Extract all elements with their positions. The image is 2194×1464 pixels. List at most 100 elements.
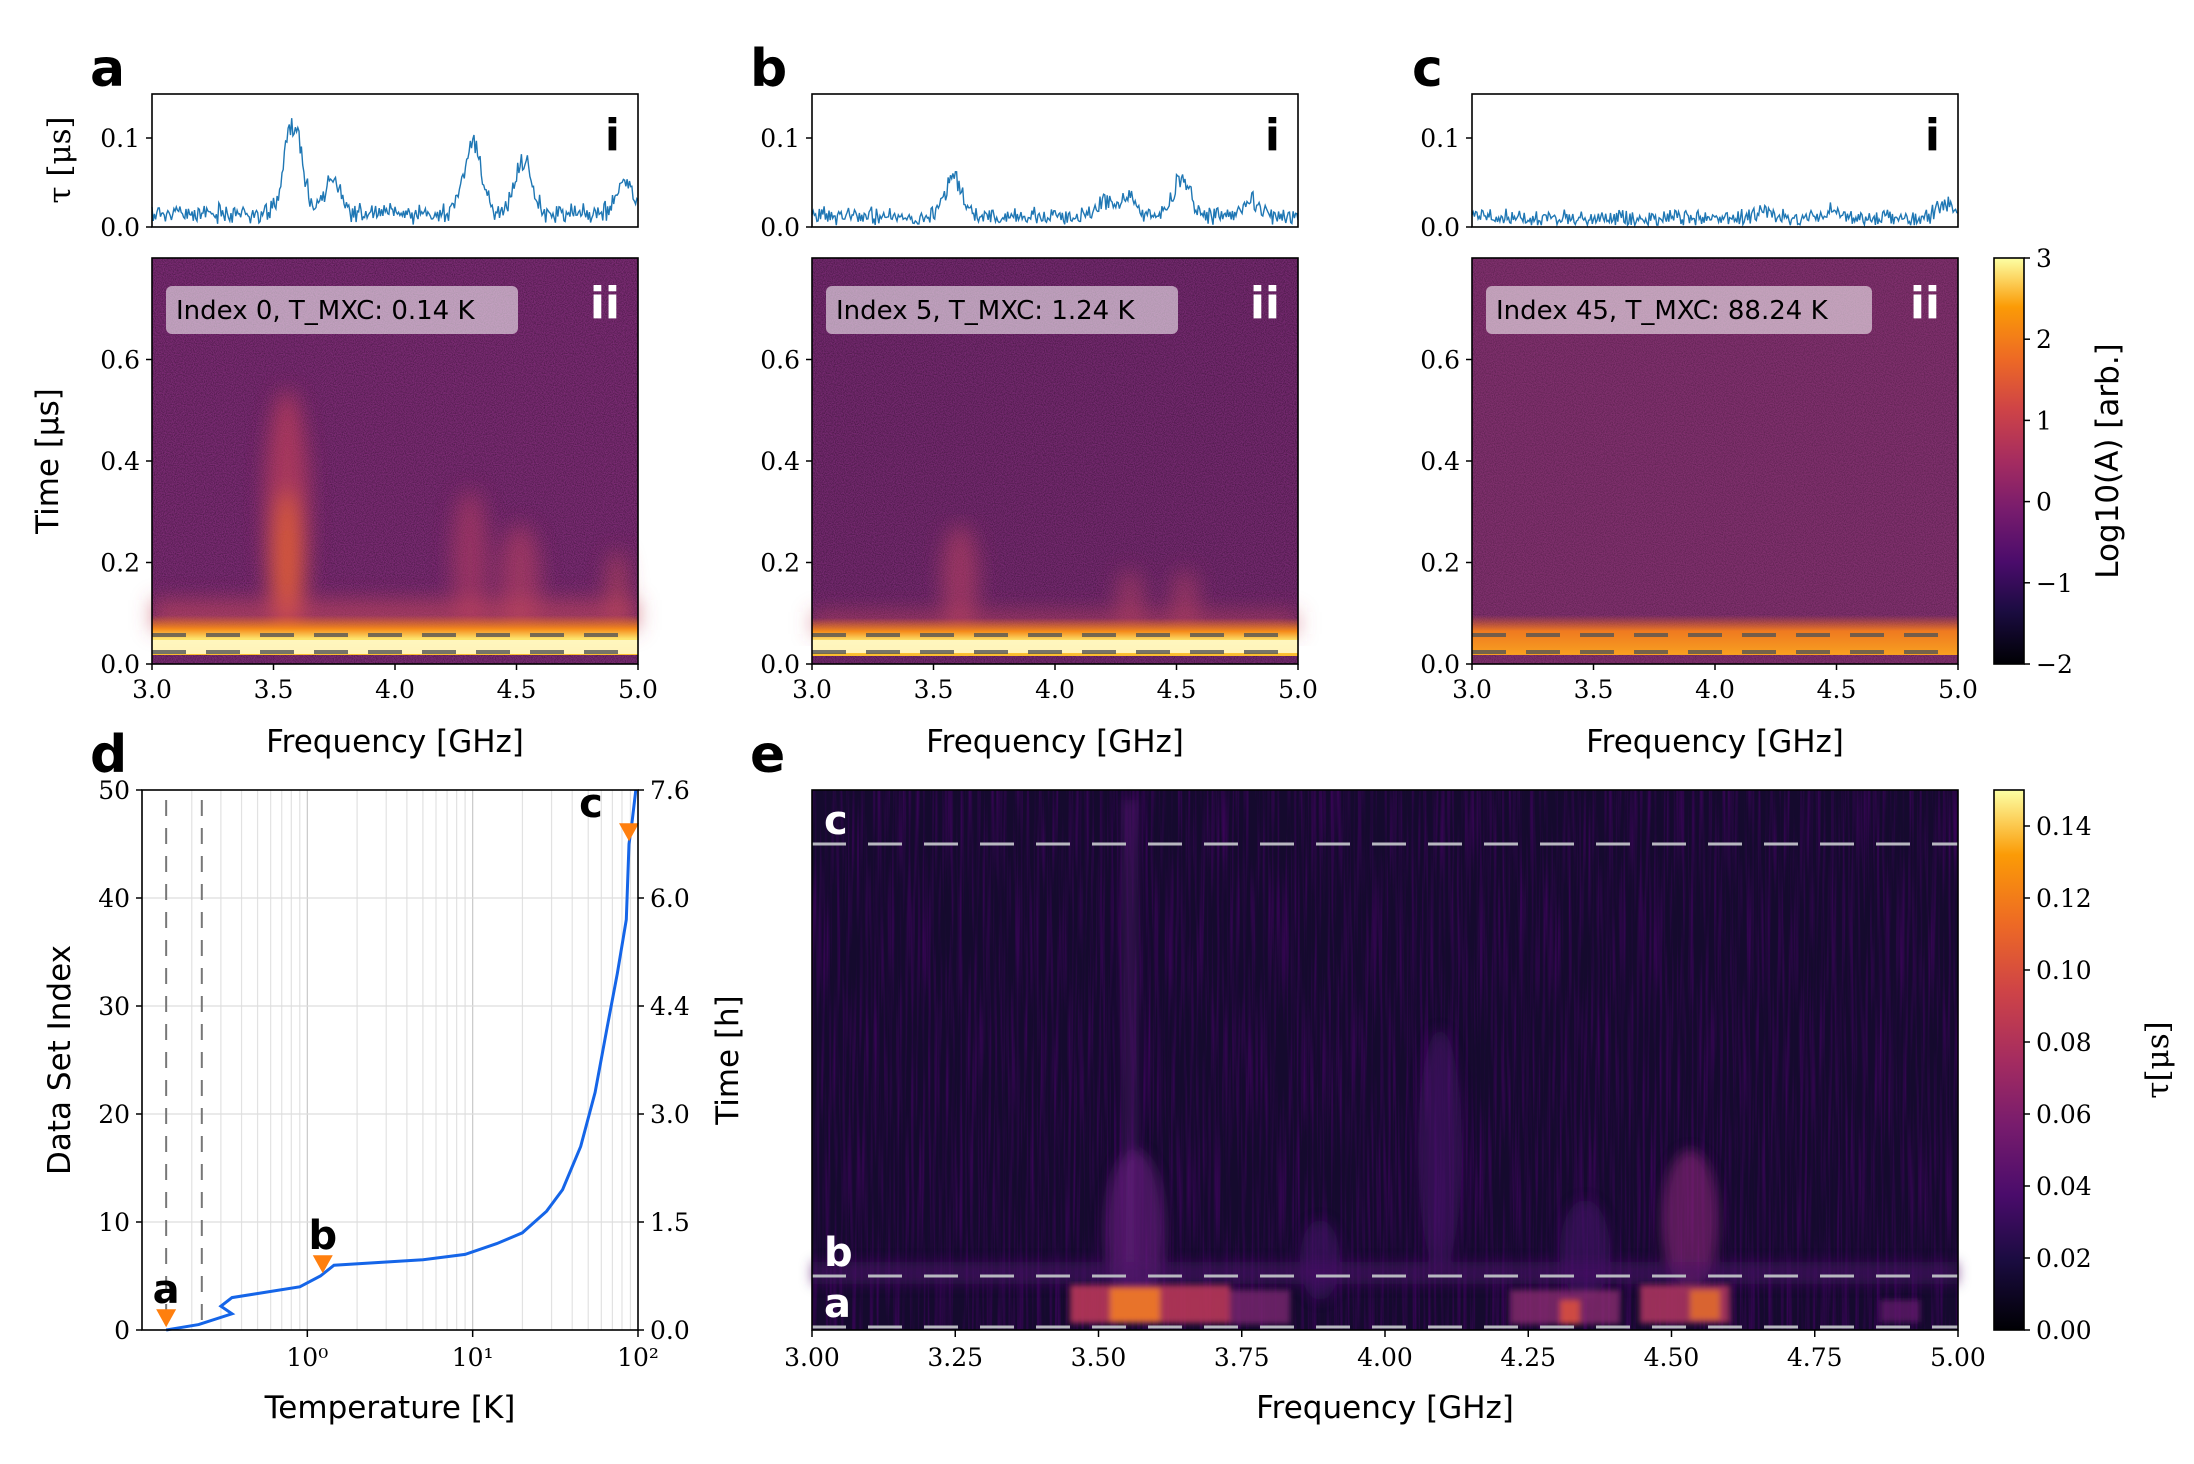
- tau-trace-plot-b: i 0.0 0.1: [760, 93, 1299, 242]
- freq-e-tick-label: 4.75: [1787, 1343, 1843, 1372]
- subplot-label-i: i: [1925, 110, 1940, 161]
- amplitude-colorbar: −2 −1 0 1 2 3 Log10(A) [arb.]: [1993, 244, 2126, 679]
- time-us-tick-label: 0.6: [760, 346, 800, 375]
- freq-e-tick-label: 5.00: [1930, 1343, 1986, 1372]
- freq-xticks-a: 3.0 3.5 4.0 4.5 5.0: [132, 664, 658, 704]
- dataset-tick-label: 20: [98, 1100, 130, 1129]
- tau-colorbar-tick-label: 0.04: [2036, 1172, 2092, 1201]
- amplitude-colorbar-tick-label: 3: [2036, 244, 2052, 273]
- legend-text-a: Index 0, T_MXC: 0.14 K: [176, 296, 475, 326]
- freq-axis-label-a: Frequency [GHz]: [266, 724, 524, 760]
- tau-trace-a: [151, 118, 639, 225]
- panel-e: e ab c 3.00 3.25 3.50 3.75 4.00 4.25 4.50 4.75 5.…: [750, 725, 2176, 1426]
- time-us-tick-label: 0.0: [1420, 650, 1460, 679]
- tau-colorbar-tick-label: 0.02: [2036, 1244, 2092, 1273]
- tau-map-hlines: ab c: [812, 798, 1958, 1329]
- freq-tick-label: 4.5: [1817, 675, 1857, 704]
- freq-tick-label: 4.5: [1157, 675, 1197, 704]
- temperature-plot-background: [142, 790, 638, 1330]
- tau-colorbar-tick-label: 0.00: [2036, 1316, 2092, 1345]
- time-h-tick-label: 7.6: [650, 776, 690, 805]
- temperature-xticks: 10⁰ 10¹ 10²: [286, 1330, 659, 1372]
- tau-tick-1: 0.1: [100, 124, 140, 153]
- amplitude-colorbar-tick-label: 1: [2036, 406, 2052, 435]
- tau-trace-c: [1471, 196, 1959, 228]
- dataset-tick-label: 0: [114, 1316, 130, 1345]
- tau-tick-0: 0.0: [100, 213, 140, 242]
- tau-colorbar-label: τ[μs]: [2140, 1021, 2176, 1098]
- tau-tick-1: 0.1: [1420, 124, 1460, 153]
- tau-tick-0: 0.0: [1420, 213, 1460, 242]
- tau-trace-plot-c: i 0.0 0.1: [1420, 93, 1959, 242]
- amplitude-colorbar-gradient: [1994, 258, 2024, 664]
- time-us-yticks-c: 0.0 0.2 0.4 0.6: [1420, 346, 1472, 679]
- freq-axis-label-c: Frequency [GHz]: [1586, 724, 1844, 760]
- time-us-yticks-a: 0.0 0.2 0.4 0.6: [100, 346, 152, 679]
- tau-yticks-c: 0.0 0.1: [1420, 124, 1472, 242]
- legend-box-a: [166, 286, 518, 334]
- spectrogram-b: Index 5, T_MXC: 1.24 K ii 0.0 0.2 0.4 0.6 3…: [760, 257, 1318, 760]
- tau-tick-1: 0.1: [760, 124, 800, 153]
- amplitude-colorbar-label: Log10(A) [arb.]: [2090, 343, 2126, 579]
- time-us-axis-label: Time [μs]: [30, 388, 66, 535]
- temperature-marker-label-a: a: [153, 1267, 180, 1313]
- temperature-plot-grid: [141, 789, 638, 1331]
- time-us-tick-label: 0.4: [100, 447, 140, 476]
- dataset-tick-label: 50: [98, 776, 130, 805]
- temperature-tick-label: 10¹: [452, 1343, 494, 1372]
- panel-b: b i 0.0 0.1: [750, 39, 1318, 760]
- freq-xticks-e: 3.00 3.25 3.50 3.75 4.00 4.25 4.50 4.75 5.00: [784, 1330, 1986, 1372]
- time-us-tick-label: 0.4: [1420, 447, 1460, 476]
- tau-colorbar-gradient: [1994, 790, 2024, 1330]
- tau-yticks-a: 0.0 0.1: [100, 124, 152, 242]
- tau-yticks-b: 0.0 0.1: [760, 124, 812, 242]
- spectrogram-c: Index 45, T_MXC: 88.24 K ii 0.0 0.2 0.4 0.6…: [1420, 257, 1978, 760]
- freq-xticks-c: 3.0 3.5 4.0 4.5 5.0: [1452, 664, 1978, 704]
- dataset-yticks: 0 10 20 30 40 50: [98, 776, 142, 1345]
- legend-box-c: [1486, 286, 1872, 334]
- freq-axis-label-b: Frequency [GHz]: [926, 724, 1184, 760]
- subplot-label-ii: ii: [1250, 278, 1280, 329]
- freq-tick-label: 5.0: [1938, 675, 1978, 704]
- amplitude-colorbar-tick-label: 2: [2036, 325, 2052, 354]
- tau-colorbar-ticks: 0.00 0.02 0.04 0.06 0.08 0.10 0.12 0.14: [2024, 812, 2092, 1345]
- tau-trace-b: [811, 170, 1299, 226]
- spectrogram-a: Index 0, T_MXC: 0.14 K ii 0.0 0.2 0.4 0.6 3…: [30, 257, 658, 760]
- dataset-axis-label: Data Set Index: [42, 945, 78, 1175]
- temperature-vlines: [165, 800, 203, 1330]
- time-us-tick-label: 0.0: [100, 650, 140, 679]
- subplot-label-i: i: [1265, 110, 1280, 161]
- time-us-tick-label: 0.2: [760, 549, 800, 578]
- freq-tick-label: 4.0: [1035, 675, 1075, 704]
- tau-map-hline-label-a: a: [824, 1281, 851, 1327]
- tau-colorbar-frame: [1993, 789, 2025, 1331]
- time-h-tick-label: 0.0: [650, 1316, 690, 1345]
- temperature-tick-label: 10⁰: [286, 1343, 328, 1372]
- panel-a: a i 0.0 0.1 τ [μs]: [30, 39, 658, 760]
- time-us-tick-label: 0.0: [760, 650, 800, 679]
- amplitude-colorbar-tick-label: −1: [2036, 569, 2073, 598]
- temperature-tick-label: 10²: [617, 1343, 659, 1372]
- tau-map-hot-rows: [1070, 1285, 1920, 1324]
- freq-tick-label: 3.0: [1452, 675, 1492, 704]
- panel-letter-a: a: [90, 39, 125, 99]
- time-us-tick-label: 0.2: [100, 549, 140, 578]
- freq-tick-label: 5.0: [1278, 675, 1318, 704]
- time-us-yticks-b: 0.0 0.2 0.4 0.6: [760, 346, 812, 679]
- time-h-tick-label: 3.0: [650, 1100, 690, 1129]
- temperature-marker-label-b: b: [308, 1213, 337, 1259]
- panel-letter-b: b: [750, 39, 787, 99]
- time-us-tick-label: 0.6: [100, 346, 140, 375]
- freq-e-tick-label: 3.75: [1214, 1343, 1270, 1372]
- freq-e-tick-label: 3.25: [927, 1343, 983, 1372]
- legend-text-b: Index 5, T_MXC: 1.24 K: [836, 296, 1135, 326]
- freq-tick-label: 3.0: [132, 675, 172, 704]
- freq-xticks-b: 3.0 3.5 4.0 4.5 5.0: [792, 664, 1318, 704]
- temperature-markers: a b c: [153, 781, 640, 1328]
- temperature-marker-a: [156, 1309, 177, 1328]
- time-us-tick-label: 0.6: [1420, 346, 1460, 375]
- freq-e-tick-label: 4.25: [1500, 1343, 1556, 1372]
- freq-tick-label: 4.0: [1695, 675, 1735, 704]
- time-h-tick-label: 6.0: [650, 884, 690, 913]
- subplot-label-i: i: [605, 110, 620, 161]
